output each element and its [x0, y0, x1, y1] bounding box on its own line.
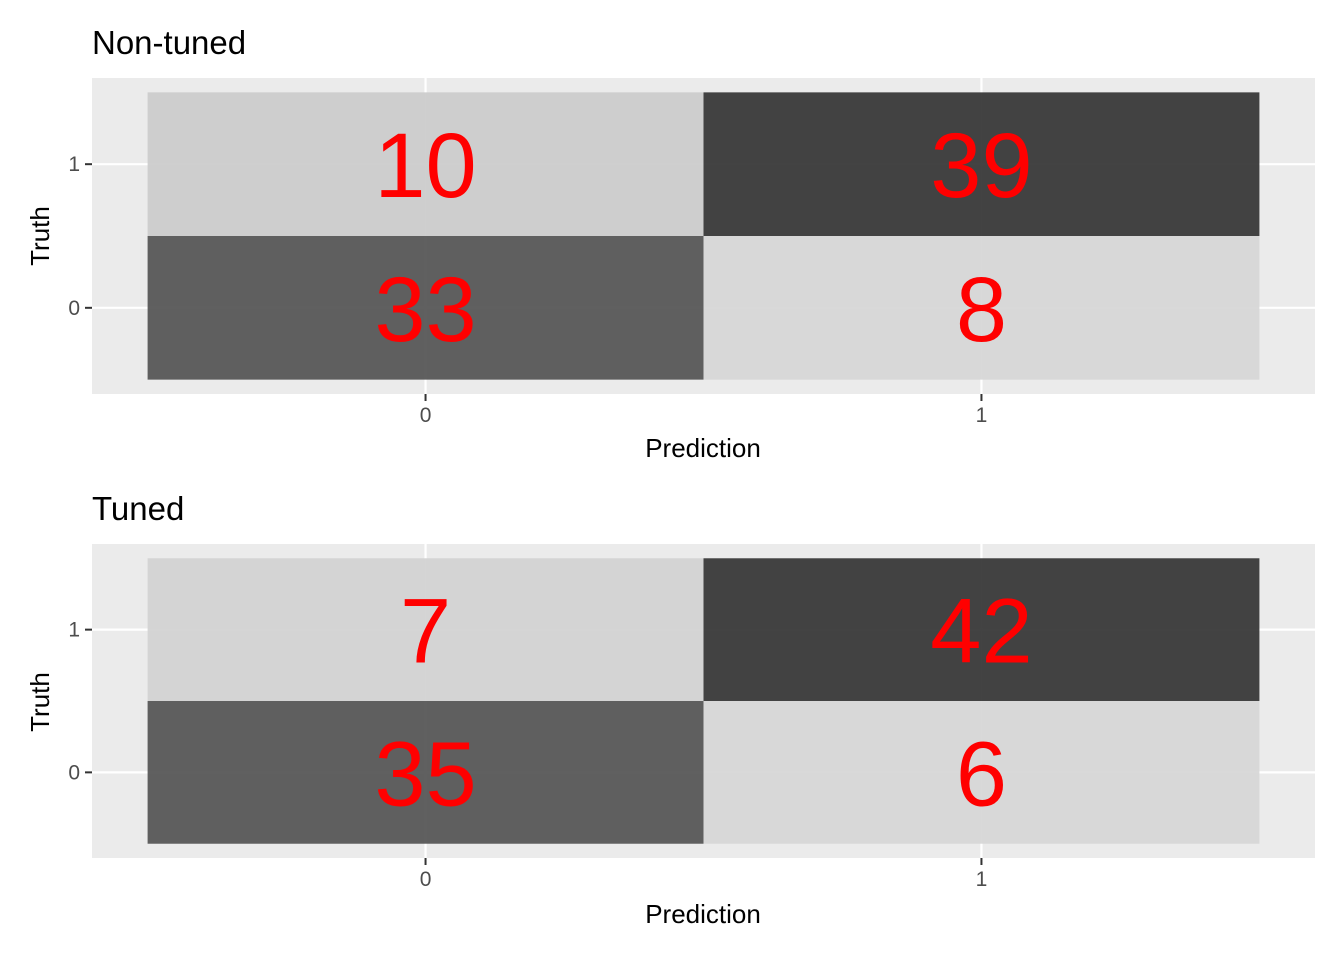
x-tick-label: 0	[420, 404, 432, 427]
y-tick-label: 0	[68, 761, 80, 784]
heatmap-cell	[147, 558, 704, 701]
y-axis-title: Truth	[25, 672, 55, 732]
y-axis-ticks: 01	[68, 153, 92, 320]
cell-value-label: 33	[374, 259, 476, 361]
cell-value-label: 8	[956, 259, 1007, 361]
heatmap-cell	[703, 558, 1260, 701]
cell-value-label: 39	[930, 115, 1032, 217]
heatmap-cell	[703, 236, 1260, 380]
heatmap-cells	[147, 558, 1260, 844]
chart-title: Tuned	[92, 490, 184, 527]
y-axis-title: Truth	[25, 206, 55, 266]
y-axis-ticks: 01	[68, 619, 92, 784]
heatmap-cell	[147, 92, 704, 236]
y-tick-label: 1	[68, 619, 80, 642]
x-tick-label: 0	[420, 868, 432, 891]
x-axis-title: Prediction	[645, 433, 761, 463]
x-axis-title: Prediction	[645, 899, 761, 929]
y-tick-label: 0	[68, 297, 80, 320]
cell-value-label: 42	[930, 581, 1032, 683]
cell-value-label: 35	[374, 723, 476, 825]
heatmap-cell	[147, 236, 704, 380]
cell-value-label: 6	[956, 723, 1007, 825]
y-tick-label: 1	[68, 153, 80, 176]
chart-title: Non-tuned	[92, 24, 246, 61]
heatmap-cell	[703, 701, 1260, 844]
x-tick-label: 1	[976, 868, 988, 891]
cell-value-label: 10	[374, 115, 476, 217]
cell-value-label: 7	[400, 581, 451, 683]
x-tick-label: 1	[976, 404, 988, 427]
heatmap-cell	[147, 701, 704, 844]
heatmap-cells	[147, 92, 1260, 380]
heatmap-cell	[703, 92, 1260, 236]
cell-labels: 10 39 33 8	[374, 115, 1032, 361]
cell-labels: 7 42 35 6	[374, 581, 1032, 826]
